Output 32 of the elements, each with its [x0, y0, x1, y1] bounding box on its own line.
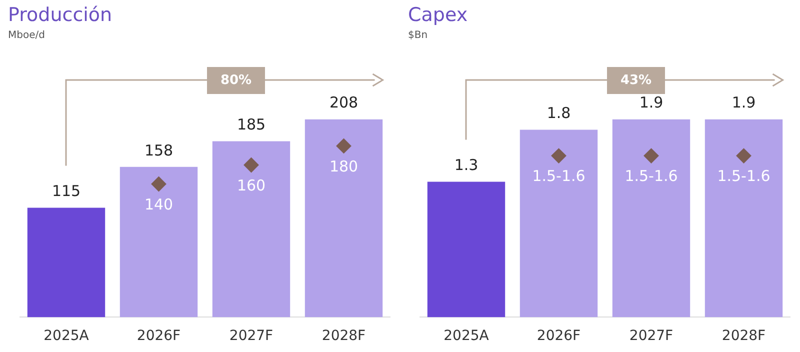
data-label: 115 [52, 182, 81, 200]
x-tick-label: 2026F [536, 328, 581, 344]
text: 80% [207, 67, 265, 94]
data-label: 160 [236, 176, 266, 194]
x-tick-label: 2028F [322, 328, 366, 344]
text: 43% [607, 67, 665, 94]
data-label: 208 [329, 94, 358, 112]
data-label: 180 [329, 157, 358, 176]
bar [304, 119, 383, 318]
bar [212, 141, 290, 318]
x-tick-label: 2027F [229, 328, 274, 344]
chart-title: Producción [8, 4, 112, 26]
chart-title: Capex [408, 4, 468, 26]
data-label: 1.5-1.6 [717, 167, 770, 186]
data-label: 1.9 [732, 94, 756, 112]
chart-subtitle: $Bn [408, 30, 428, 41]
data-label: 1.3 [454, 156, 478, 174]
x-tick-label: 2025A [44, 328, 90, 344]
data-label: 1.8 [546, 104, 571, 122]
x-tick-label: 2026F [136, 328, 181, 344]
data-label: 140 [144, 195, 174, 214]
x-tick-label: 2025A [444, 328, 490, 344]
data-label: 1.5-1.6 [532, 167, 586, 186]
bar [27, 208, 106, 318]
data-label: 185 [236, 116, 266, 134]
bar [120, 166, 198, 318]
chart-subtitle: Mboe/d [8, 30, 45, 41]
data-label: 158 [144, 141, 174, 160]
x-tick-label: 2028F [722, 328, 766, 344]
data-label: 1.5-1.6 [624, 167, 678, 186]
x-tick-label: 2027F [629, 328, 674, 344]
data-label: 1.9 [639, 94, 664, 112]
